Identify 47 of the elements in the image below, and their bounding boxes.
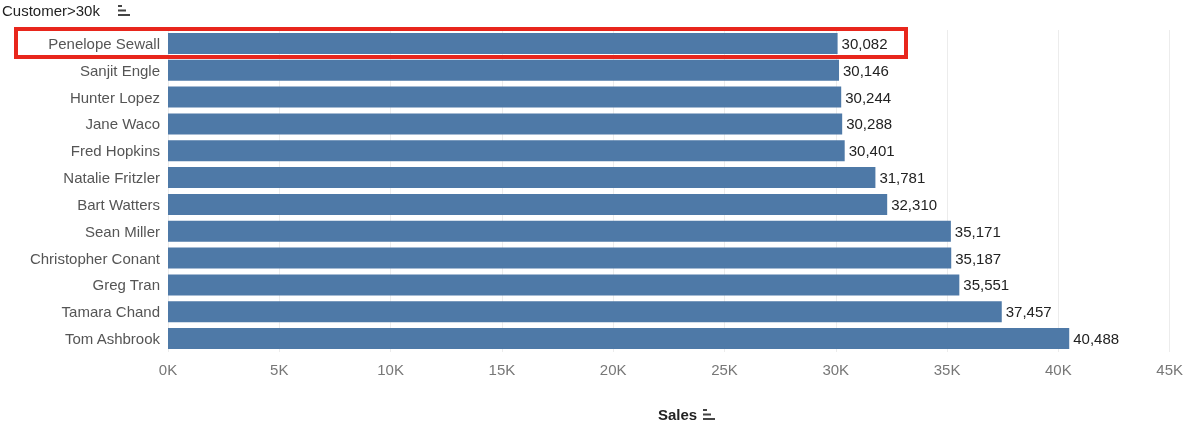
y-tick-label: Sean Miller: [84, 222, 160, 240]
bar: [168, 86, 842, 108]
y-tick-label: Sanjit Engle: [79, 61, 160, 79]
data-label: 31,781: [879, 169, 926, 187]
y-tick-label: Tom Ashbrook: [64, 330, 161, 348]
x-axis-title: Sales: [658, 406, 698, 423]
x-tick-label: 5K: [270, 361, 289, 378]
bar: [168, 301, 1002, 323]
y-tick-label: Tamara Chand: [61, 303, 160, 321]
data-label: 30,244: [845, 88, 892, 106]
x-tick-label: 0K: [158, 361, 178, 378]
data-label: 30,401: [848, 142, 895, 160]
data-label: 35,551: [963, 276, 1010, 294]
x-tick-label: 20K: [599, 361, 627, 378]
x-tick-label: 30K: [822, 361, 850, 378]
bar: [168, 193, 888, 215]
bar: [168, 113, 843, 135]
x-tick-label: 15K: [488, 361, 516, 378]
y-tick-label: Natalie Fritzler: [63, 169, 160, 187]
y-tick-label: Greg Tran: [92, 276, 160, 294]
bar: [168, 32, 838, 54]
x-tick-label: 40K: [1045, 361, 1072, 378]
bar: [168, 328, 1070, 350]
y-tick-label: Bart Watters: [77, 195, 160, 213]
data-label: 32,310: [891, 195, 938, 213]
bar: [168, 140, 845, 162]
data-label: 40,488: [1073, 330, 1120, 348]
y-tick-label: Fred Hopkins: [70, 142, 160, 160]
y-tick-label: Christopher Conant: [29, 249, 161, 267]
y-tick-label: Penelope Sewall: [48, 34, 160, 52]
x-tick-label: 10K: [377, 361, 404, 378]
data-label: 35,171: [954, 222, 1001, 240]
data-label: 37,457: [1005, 303, 1052, 321]
bar: [168, 167, 876, 189]
y-tick-label: Jane Waco: [85, 115, 160, 133]
x-tick-label: 25K: [711, 361, 738, 378]
data-label: 30,288: [846, 115, 893, 133]
bar: [168, 247, 952, 269]
y-tick-label: Hunter Lopez: [69, 88, 160, 106]
data-label: 30,082: [841, 34, 888, 52]
y-axis-title: Customer>30k: [2, 2, 100, 19]
bar: [168, 274, 960, 296]
x-tick-label: 35K: [933, 361, 961, 378]
bar: [168, 220, 951, 242]
data-label: 35,187: [955, 249, 1002, 267]
x-tick-label: 45K: [1156, 361, 1184, 378]
data-label: 30,146: [843, 61, 889, 79]
